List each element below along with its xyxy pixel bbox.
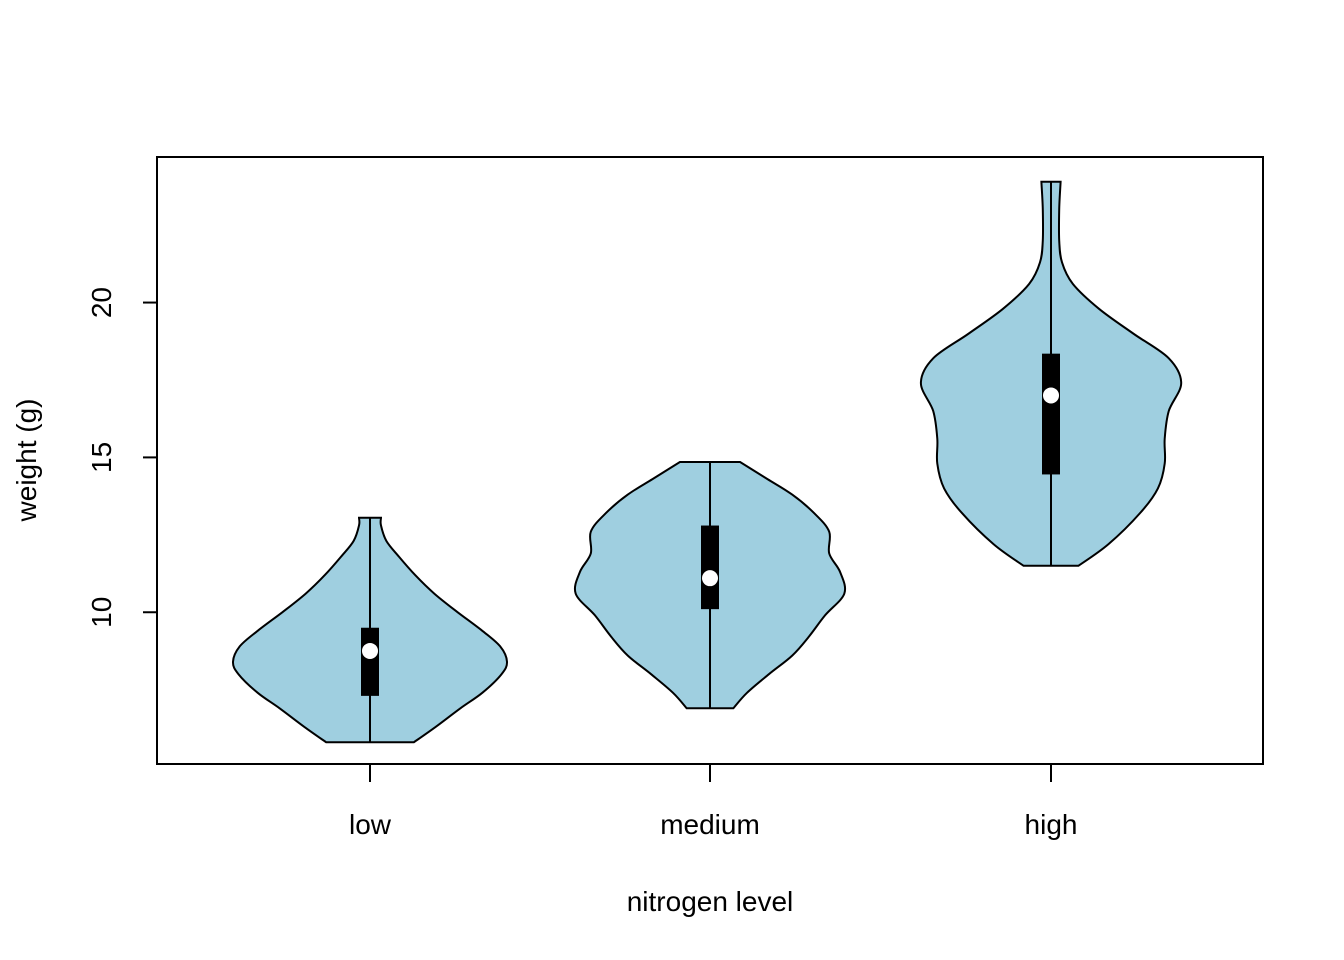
y-tick-label-15: 15 [86,442,117,473]
x-tick-label-medium: medium [660,809,760,840]
iqr-box-high [1042,353,1060,475]
x-axis: low medium high [349,763,1078,840]
violin-medium [573,461,847,710]
y-axis-label: weight (g) [11,399,42,523]
iqr-box-medium [701,525,719,610]
median-point-high [1043,387,1059,404]
median-point-low [362,642,378,659]
y-tick-label-10: 10 [86,597,117,628]
y-axis: 10 15 20 [86,287,158,628]
violin-low [231,516,509,744]
x-tick-label-high: high [1025,809,1078,840]
x-axis-label: nitrogen level [627,886,794,917]
violin-high [919,180,1183,567]
y-tick-label-20: 20 [86,287,117,318]
iqr-box-low [361,627,379,696]
x-tick-label-low: low [349,809,392,840]
violins-group [231,180,1183,744]
median-point-medium [702,570,718,587]
